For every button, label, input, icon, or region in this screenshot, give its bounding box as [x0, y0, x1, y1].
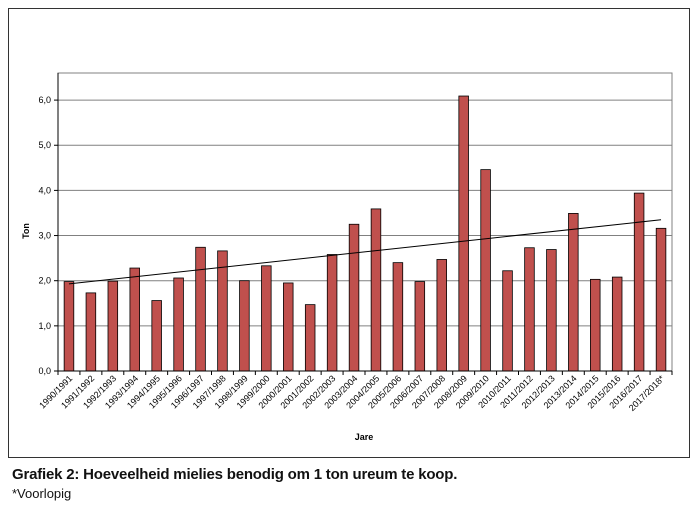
- bar: [568, 213, 579, 372]
- bar: [348, 223, 360, 372]
- footnote: *Voorlopig: [12, 486, 72, 501]
- y-axis-title: Ton: [21, 223, 31, 239]
- bar: [173, 277, 184, 372]
- bar: [655, 227, 667, 372]
- bar: [436, 259, 447, 372]
- bar: [85, 292, 97, 372]
- bars: [63, 95, 667, 372]
- bar: [239, 280, 250, 372]
- bar: [633, 192, 645, 372]
- bar: [502, 270, 513, 372]
- bar-chart: 0,01,02,03,04,05,06,01990/19911991/19921…: [21, 72, 673, 442]
- chart-frame: 0,0 1,0 2,0 3,0 4,0 5,0 6,0 1990/1991 1991/1992 1…: [8, 8, 690, 458]
- bar: [524, 247, 535, 372]
- bar: [217, 250, 228, 372]
- y-tick-label: 5,0: [38, 140, 51, 150]
- bar: [392, 262, 404, 372]
- y-tick-label: 6,0: [38, 95, 51, 105]
- trendline-line: [68, 219, 662, 285]
- bar: [151, 300, 162, 372]
- bar: [195, 246, 206, 372]
- bar: [304, 304, 316, 372]
- bar: [107, 280, 119, 372]
- x-axis-title: Jare: [355, 432, 374, 442]
- bar: [129, 267, 140, 372]
- bar: [480, 169, 491, 372]
- figure-caption: Grafiek 2: Hoeveelheid mielies benodig o…: [12, 466, 458, 483]
- y-tick-label: 3,0: [38, 231, 51, 241]
- bar: [326, 254, 338, 372]
- bar: [370, 208, 382, 372]
- bar: [611, 276, 623, 372]
- bar: [283, 282, 294, 372]
- trendline: [68, 219, 662, 285]
- bar: [63, 281, 75, 372]
- gridlines: [57, 72, 673, 372]
- bar: [458, 95, 469, 372]
- y-tick-label: 0,0: [38, 366, 51, 376]
- y-tick-label: 4,0: [38, 185, 51, 195]
- y-tick-label: 2,0: [38, 276, 51, 286]
- bar: [414, 281, 426, 372]
- axes: [54, 73, 673, 375]
- bar: [590, 278, 601, 372]
- bar: [546, 249, 557, 372]
- bar: [261, 265, 272, 372]
- y-tick-label: 1,0: [38, 321, 51, 331]
